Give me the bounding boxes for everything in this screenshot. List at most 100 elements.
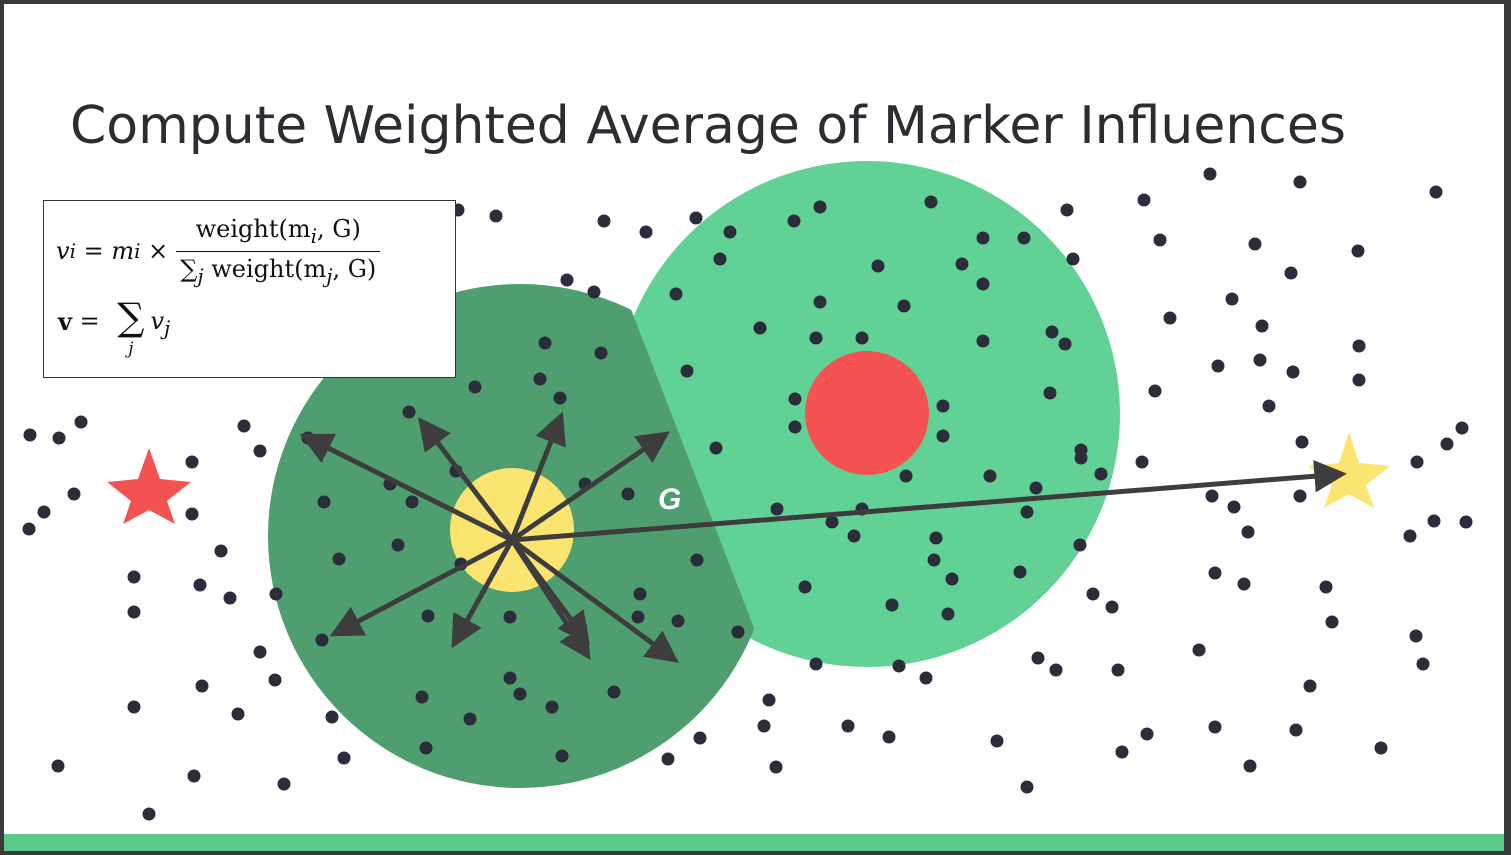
dot	[693, 731, 707, 745]
dot	[1045, 325, 1059, 339]
g-label: G	[658, 483, 681, 516]
dot	[798, 580, 812, 594]
dot	[489, 209, 503, 223]
dot	[639, 225, 653, 239]
dot	[809, 657, 823, 671]
dot	[976, 277, 990, 291]
dot	[762, 693, 776, 707]
weight-fraction: weight(mi, G) ∑j weight(mj, G)	[176, 215, 381, 288]
influence-arrow	[510, 431, 671, 543]
dot	[268, 673, 282, 687]
eq1-lhs: v	[56, 237, 70, 266]
fraction-denominator: ∑j weight(mj, G)	[176, 250, 381, 288]
dot	[23, 428, 37, 442]
dot	[1073, 538, 1087, 552]
dot	[1227, 500, 1241, 514]
dot	[769, 760, 783, 774]
dot	[503, 671, 517, 685]
dot	[1225, 292, 1239, 306]
dot	[1049, 663, 1063, 677]
dot	[757, 719, 771, 733]
dot	[1253, 353, 1267, 367]
dot	[545, 700, 559, 714]
dot	[127, 570, 141, 584]
dot	[788, 420, 802, 434]
dot	[1293, 489, 1307, 503]
sum-equation: v = ∑ j vj	[58, 298, 171, 359]
dot	[1013, 565, 1027, 579]
dot	[1325, 615, 1339, 629]
dot	[415, 690, 429, 704]
dot	[421, 609, 435, 623]
bottom-accent-bar	[4, 834, 1504, 851]
dot	[1163, 311, 1177, 325]
dot	[1351, 244, 1365, 258]
dot	[142, 807, 156, 821]
dot	[555, 749, 569, 763]
dot	[587, 285, 601, 299]
dot	[22, 522, 36, 536]
dot	[1262, 399, 1276, 413]
dot	[983, 469, 997, 483]
eq1-times: ×	[140, 237, 169, 266]
dot	[723, 225, 737, 239]
dot	[882, 730, 896, 744]
dot	[1074, 451, 1088, 465]
dot	[253, 444, 267, 458]
influence-arrow	[509, 538, 591, 661]
dot	[277, 777, 291, 791]
dot	[419, 741, 433, 755]
eq2-rhs: vj	[150, 307, 171, 340]
dot	[193, 578, 207, 592]
dot	[1440, 437, 1454, 451]
dot	[976, 231, 990, 245]
dot	[690, 553, 704, 567]
dot	[1255, 319, 1269, 333]
dot	[127, 700, 141, 714]
dot	[513, 687, 527, 701]
dot	[231, 707, 245, 721]
dot	[52, 431, 66, 445]
dot	[1409, 629, 1423, 643]
dot	[391, 538, 405, 552]
eq2-lhs: v	[58, 307, 72, 336]
dot	[74, 415, 88, 429]
marker-dots	[22, 167, 1473, 821]
dot	[813, 200, 827, 214]
influence-arrow	[418, 417, 514, 542]
dot	[945, 572, 959, 586]
dot	[214, 544, 228, 558]
eq1-mid: = m	[75, 237, 135, 266]
dot	[1029, 481, 1043, 495]
dot	[976, 334, 990, 348]
dot	[927, 553, 941, 567]
dot	[607, 685, 621, 699]
dot	[990, 734, 1004, 748]
eq1-mid-sub: i	[134, 239, 141, 264]
dot	[503, 610, 517, 624]
dot	[731, 625, 745, 639]
dot	[1289, 723, 1303, 737]
dot	[1205, 489, 1219, 503]
dot	[1031, 651, 1045, 665]
dot	[597, 214, 611, 228]
dot	[185, 507, 199, 521]
dot	[955, 257, 969, 271]
dot	[661, 752, 675, 766]
dot	[223, 591, 237, 605]
dot	[405, 495, 419, 509]
dot	[897, 299, 911, 313]
dot	[621, 487, 635, 501]
dot	[847, 529, 861, 543]
dot	[713, 252, 727, 266]
influence-arrow	[509, 411, 566, 541]
dot	[885, 598, 899, 612]
influence-arrow	[451, 538, 515, 649]
dot	[1352, 339, 1366, 353]
goal-direction-arrow	[511, 459, 1347, 543]
dot	[553, 391, 567, 405]
dot	[1303, 679, 1317, 693]
dot	[187, 769, 201, 783]
dot	[195, 679, 209, 693]
